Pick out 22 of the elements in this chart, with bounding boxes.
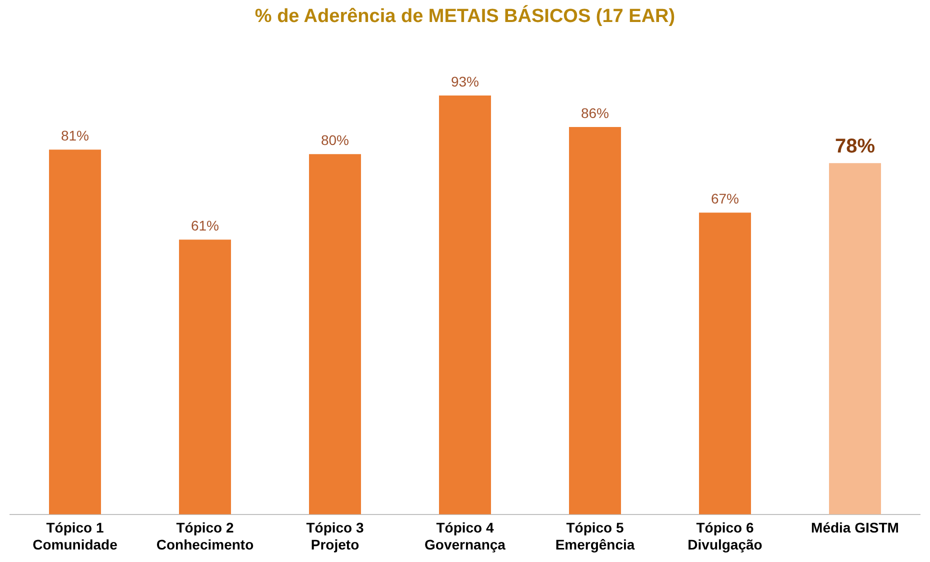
data-label: 80%: [320, 132, 350, 148]
bar: [829, 163, 881, 514]
data-label: 86%: [580, 104, 610, 121]
data-label: 61%: [190, 218, 220, 234]
bar: [309, 154, 361, 514]
x-tick-label: Tópico 3 Projeto: [306, 520, 364, 552]
data-label: 78%: [834, 136, 876, 158]
x-tick-label: Tópico 5 Emergência: [555, 520, 635, 552]
chart-title: % de Aderência de METAIS BÁSICOS (17 EAR): [254, 6, 676, 28]
bar: [699, 212, 751, 514]
x-tick-label: Média GISTM: [811, 520, 899, 536]
x-tick-label: Tópico 2 Conhecimento: [156, 520, 254, 552]
data-label: 81%: [60, 127, 90, 144]
data-label: 67%: [710, 190, 740, 206]
bar: [439, 96, 491, 514]
bar: [179, 240, 231, 514]
bar: [49, 150, 101, 514]
x-tick-label: Tópico 4 Governança: [424, 520, 506, 552]
bar: [569, 127, 621, 514]
x-tick-label: Tópico 1 Comunidade: [32, 520, 118, 552]
x-tick-label: Tópico 6 Divulgação: [688, 520, 762, 552]
data-label: 93%: [450, 73, 480, 90]
